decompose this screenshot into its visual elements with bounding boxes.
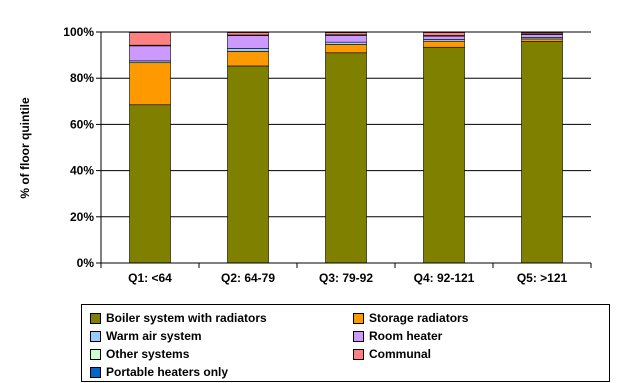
bar-segment [521, 34, 563, 38]
x-tick-label: Q2: 64-79 [221, 271, 275, 285]
bar-segment [227, 48, 269, 52]
bar-segment [423, 35, 465, 40]
bar-segment [227, 35, 269, 49]
bar-segment [129, 45, 171, 62]
bar-segment [227, 65, 269, 264]
bar-segment [129, 32, 171, 46]
legend-swatch [353, 348, 364, 360]
y-tick-label: 20% [70, 210, 94, 224]
bar-segment [521, 38, 563, 42]
x-tick-labels: Q1: <64 Q2: 64-79 Q3: 79-92 Q4: 92-121 Q5: >… [128, 271, 567, 285]
y-tick-labels: 0% 20% 40% 60% 80% 100% [63, 25, 94, 270]
axes [96, 31, 592, 268]
bar-segment [227, 51, 269, 67]
bar-segment [325, 32, 367, 36]
bar-segment [325, 31, 367, 33]
legend-label: Storage radiators [369, 311, 469, 325]
legend-item: Boiler system with radiators [90, 309, 353, 327]
x-tick-label: Q5: >121 [517, 271, 568, 285]
legend: Boiler system with radiators Storage radi… [81, 304, 610, 382]
bar-segment [129, 104, 171, 264]
stacked-bar-chart: % of floor quintile 0% 20% 40% 60% 80% 100% Q… [18, 25, 592, 285]
y-axis-label: % of floor quintile [18, 97, 32, 199]
x-tick-label: Q4: 92-121 [414, 271, 475, 285]
bar-segment [227, 32, 269, 36]
y-tick-label: 80% [70, 71, 94, 85]
legend-item: Storage radiators [353, 309, 603, 327]
legend-label: Communal [369, 347, 432, 361]
legend-label: Other systems [106, 347, 190, 361]
bars-group [129, 31, 563, 264]
legend-swatch [90, 366, 101, 378]
legend-item: Communal [353, 345, 603, 363]
bar-segment [325, 52, 367, 264]
bar-segment [423, 32, 465, 36]
bar-segment [423, 40, 465, 48]
legend-item: Warm air system [90, 327, 353, 345]
legend-swatch [90, 348, 101, 360]
bar-segment [325, 41, 367, 45]
x-tick-label: Q1: <64 [128, 271, 172, 285]
legend-swatch [353, 312, 364, 324]
legend-label: Boiler system with radiators [106, 311, 267, 325]
legend-swatch [90, 330, 101, 342]
legend-item: Room heater [353, 327, 603, 345]
legend-swatch [90, 312, 101, 324]
bar-segment [423, 46, 465, 264]
legend-label: Portable heaters only [106, 365, 229, 379]
y-tick-label: 40% [70, 164, 94, 178]
bar-segment [521, 41, 563, 264]
legend-label: Warm air system [106, 329, 202, 343]
legend-item: Portable heaters only [90, 363, 353, 381]
bar-segment [129, 62, 171, 106]
y-tick-label: 60% [70, 117, 94, 131]
y-tick-label: 0% [77, 256, 95, 270]
legend-swatch [353, 330, 364, 342]
legend-item: Other systems [90, 345, 353, 363]
x-tick-label: Q3: 79-92 [319, 271, 373, 285]
legend-label: Room heater [369, 329, 443, 343]
bar-segment [325, 35, 367, 43]
bar-segment [325, 44, 367, 54]
y-tick-label: 100% [63, 25, 94, 39]
